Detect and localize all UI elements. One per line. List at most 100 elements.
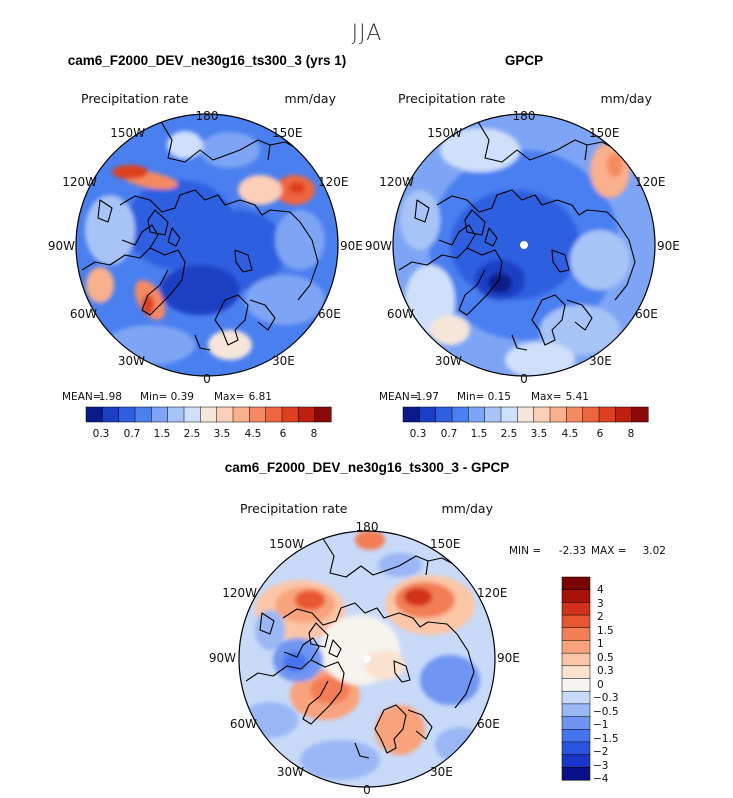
min-value: 0.39 <box>171 391 194 403</box>
lon-labels: 180 150E 120E 90E 60E 30E 0 30W 60W 90W … <box>48 109 363 386</box>
colorbar-swatch <box>615 406 633 423</box>
colorbar-swatch <box>598 406 616 423</box>
colorbar-tick: 0.7 <box>441 428 458 440</box>
map-field <box>76 114 338 376</box>
colorbar-swatch <box>85 406 103 423</box>
colorbar-tick: 0.3 <box>410 428 427 440</box>
colorbar-swatch <box>134 406 152 423</box>
units-label: mm/day <box>284 91 336 106</box>
colorbar-tick: −4 <box>593 773 609 785</box>
max-value: 5.41 <box>566 391 589 403</box>
colorbar-swatch <box>631 406 649 423</box>
lon-label: 0 <box>363 783 371 797</box>
colorbar-tick: 0 <box>597 679 604 691</box>
lon-label: 180 <box>196 109 219 123</box>
colorbar-tick: 8 <box>628 428 635 440</box>
panel-gpcp: GPCP Precipitation rate mm/day <box>365 53 680 440</box>
mean-value: 1.98 <box>99 391 122 403</box>
colorbar-tick: 0.3 <box>93 428 110 440</box>
map-boundary <box>238 530 496 788</box>
colorbar-swatch <box>500 406 518 423</box>
colorbar-swatch <box>151 406 169 423</box>
lon-label: 120E <box>318 175 349 189</box>
min-label: Min= <box>457 391 484 403</box>
colorbar-swatch <box>232 406 250 423</box>
lon-labels: 180 150E 120E 90E 60E 30E 0 30W 60W 90W … <box>209 520 520 797</box>
colorbar-tick: 4.5 <box>245 428 262 440</box>
colorbar-tick: 6 <box>597 428 604 440</box>
min-value: -2.33 <box>559 545 586 557</box>
coastlines <box>398 119 636 351</box>
lon-label: 90W <box>365 239 392 253</box>
max-value: 6.81 <box>249 391 272 403</box>
colorbar-ticks: 4 3 2 1.5 1 0.5 0.3 0 −0.3 −0.5 −1 −1.5 … <box>593 584 619 785</box>
colorbar-tick: 4 <box>597 584 604 596</box>
lon-label: 150E <box>430 537 461 551</box>
lon-label: 60W <box>230 717 257 731</box>
lon-label: 150W <box>110 126 145 140</box>
colorbar-swatch <box>561 640 591 654</box>
colorbar-tick: −1 <box>593 719 608 731</box>
variable-label: Precipitation rate <box>81 91 189 106</box>
panel-difference: cam6_F2000_DEV_ne30g16_ts300_3 - GPCP Pr… <box>209 460 666 797</box>
lon-label: 180 <box>513 109 536 123</box>
lon-label: 120E <box>635 175 666 189</box>
colorbar-swatch <box>216 406 234 423</box>
map-boundary <box>392 113 656 377</box>
colorbar-swatch <box>549 406 567 423</box>
season-title: JJA <box>352 21 383 46</box>
colorbar-swatch <box>183 406 201 423</box>
colorbar-swatch <box>314 406 332 423</box>
colorbar-tick: 3.5 <box>214 428 231 440</box>
colorbar-swatch <box>451 406 469 423</box>
lon-label: 0 <box>520 372 528 386</box>
lon-label: 150E <box>272 126 303 140</box>
lon-label: 60W <box>70 307 97 321</box>
colorbar-swatch <box>561 754 591 768</box>
colorbar-tick: 4.5 <box>562 428 579 440</box>
colorbar-swatch <box>402 406 420 423</box>
colorbar-swatch <box>298 406 316 423</box>
map-field <box>239 531 495 787</box>
units-label: mm/day <box>600 91 652 106</box>
panel-title: cam6_F2000_DEV_ne30g16_ts300_3 (yrs 1) <box>68 53 346 68</box>
colorbar-swatch <box>200 406 218 423</box>
colorbar-swatch <box>281 406 299 423</box>
colorbar-tick: −0.5 <box>593 706 619 718</box>
colorbar-swatch <box>561 716 591 730</box>
lon-label: 30W <box>435 354 462 368</box>
max-label: MAX = <box>591 545 627 557</box>
colorbar-swatch <box>561 652 591 667</box>
lon-label: 90W <box>209 651 236 665</box>
coastlines <box>245 536 475 759</box>
lon-label: 60E <box>318 307 341 321</box>
colorbar-swatch <box>265 406 283 423</box>
colorbar-swatch <box>566 406 584 423</box>
colorbar-swatch <box>484 406 502 423</box>
colorbar-swatch <box>561 703 591 718</box>
map-field <box>393 114 655 376</box>
colorbar-swatch <box>419 406 437 423</box>
map-boundary <box>75 113 339 377</box>
colorbar-swatch <box>561 678 591 692</box>
colorbar-swatch <box>533 406 551 423</box>
colorbar-swatch <box>249 406 267 423</box>
colorbar-swatch <box>561 767 591 781</box>
max-value: 3.02 <box>643 545 666 557</box>
colorbar-swatch <box>167 406 185 423</box>
colorbar-swatch <box>468 406 486 423</box>
mean-value: 1.97 <box>416 391 439 403</box>
colorbar-tick: 1.5 <box>154 428 171 440</box>
colorbar-ticks: 0.3 0.7 1.5 2.5 3.5 4.5 6 8 <box>410 428 635 440</box>
max-label: Max= <box>531 391 562 403</box>
colorbar-swatch <box>102 406 120 423</box>
panel-model: cam6_F2000_DEV_ne30g16_ts300_3 (yrs 1) P… <box>48 53 363 440</box>
lon-label: 30E <box>589 354 612 368</box>
colorbar-tick: −3 <box>593 760 608 772</box>
colorbar <box>402 406 649 423</box>
lon-label: 0 <box>203 372 211 386</box>
variable-label: Precipitation rate <box>240 501 348 516</box>
stats-line: MEAN= 1.97 Min= 0.15 Max= 5.41 <box>379 391 589 403</box>
